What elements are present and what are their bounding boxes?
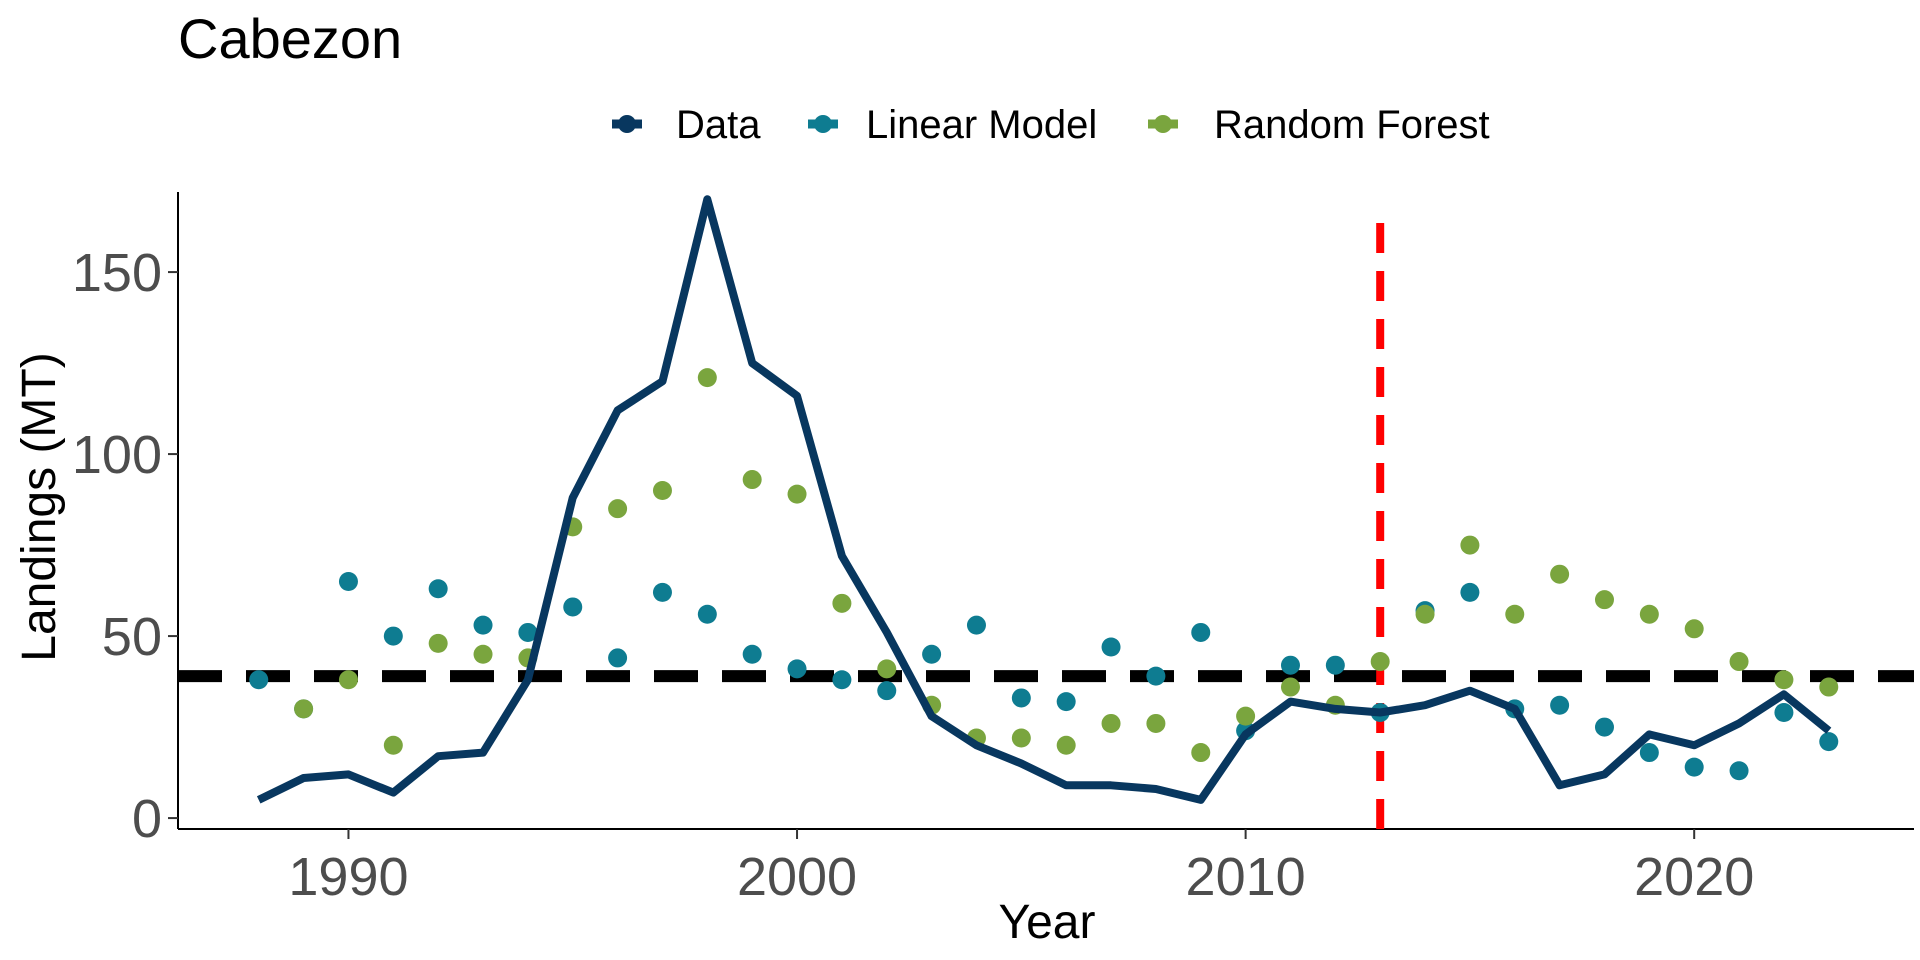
linear-model-point: [877, 681, 897, 701]
chart-title: Cabezon: [178, 7, 402, 70]
random-forest-point: [1101, 713, 1121, 733]
legend-item-data: Data: [612, 103, 761, 147]
random-forest-point: [697, 368, 717, 388]
random-forest-point: [1684, 619, 1704, 639]
random-forest-point: [1236, 706, 1256, 726]
random-forest-point: [1594, 590, 1614, 610]
x-tick-label-2020: 2020: [1634, 847, 1754, 907]
random-forest-point: [1639, 604, 1659, 624]
legend: Data Linear Model Random Forest: [612, 103, 1490, 147]
legend-label-random-forest: Random Forest: [1214, 103, 1490, 147]
random-forest-point: [1505, 604, 1525, 624]
random-forest-point: [1460, 535, 1480, 555]
random-forest-point: [1819, 677, 1839, 697]
x-tick-label-2000: 2000: [737, 847, 857, 907]
linear-model-point: [1639, 743, 1659, 763]
random-forest-point: [1280, 677, 1300, 697]
x-axis-title: Year: [999, 896, 1096, 949]
legend-marker-random-forest: [1154, 115, 1172, 133]
linear-model-point: [1729, 761, 1749, 781]
random-forest-point: [1370, 652, 1390, 672]
legend-label-linear-model: Linear Model: [866, 103, 1097, 147]
random-forest-point: [473, 644, 493, 664]
linear-model-point: [473, 615, 493, 635]
legend-item-linear-model: Linear Model: [808, 103, 1097, 147]
random-forest-point: [787, 484, 807, 504]
legend-item-random-forest: Random Forest: [1148, 103, 1490, 147]
y-tick-label-150: 150: [72, 243, 162, 303]
linear-model-point: [1774, 703, 1794, 723]
linear-model-point: [787, 659, 807, 679]
linear-model-point: [652, 582, 672, 602]
linear-model-point: [1325, 655, 1345, 675]
legend-marker-linear-model: [814, 115, 832, 133]
random-forest-point: [608, 499, 628, 519]
linear-model-point: [518, 622, 538, 642]
x-tick-label-2010: 2010: [1186, 847, 1306, 907]
linear-model-point: [1011, 688, 1031, 708]
random-forest-point: [832, 593, 852, 613]
random-forest-point: [1550, 564, 1570, 584]
linear-model-point: [1191, 622, 1211, 642]
linear-model-point: [608, 648, 628, 668]
y-tick-label-50: 50: [102, 607, 162, 667]
x-tick-label-1990: 1990: [288, 847, 408, 907]
random-forest-point: [338, 670, 358, 690]
linear-model-point: [1280, 655, 1300, 675]
random-forest-point: [1774, 670, 1794, 690]
linear-model-point: [1684, 757, 1704, 777]
linear-model-point: [428, 579, 448, 599]
random-forest-point: [383, 735, 403, 755]
random-forest-point: [1011, 728, 1031, 748]
random-forest-point: [877, 659, 897, 679]
linear-model-point: [338, 571, 358, 591]
linear-model-point: [1460, 582, 1480, 602]
y-tick-label-0: 0: [132, 789, 162, 849]
plot-area: 0 50 100 150 1990 2000 2010 2020: [72, 192, 1914, 907]
random-forest-point: [1146, 713, 1166, 733]
random-forest-point: [742, 470, 762, 490]
linear-model-point: [563, 597, 583, 617]
linear-model-point: [742, 644, 762, 664]
linear-model-point: [249, 670, 269, 690]
linear-model-point: [1101, 637, 1121, 657]
legend-label-data: Data: [676, 103, 761, 147]
linear-model-point: [1146, 666, 1166, 686]
linear-model-point: [966, 615, 986, 635]
random-forest-point: [1415, 604, 1435, 624]
linear-model-point: [1056, 692, 1076, 712]
linear-model-point: [922, 644, 942, 664]
linear-model-point: [1550, 695, 1570, 715]
linear-model-point: [383, 626, 403, 646]
legend-marker-data: [618, 115, 636, 133]
linear-model-point: [832, 670, 852, 690]
random-forest-point: [294, 699, 314, 719]
y-tick-label-100: 100: [72, 425, 162, 485]
linear-model-point: [1594, 717, 1614, 737]
random-forest-point: [1056, 735, 1076, 755]
data-line: [256, 195, 1832, 804]
random-forest-point: [652, 480, 672, 500]
random-forest-point: [1191, 743, 1211, 763]
random-forest-point: [428, 633, 448, 653]
linear-model-point: [697, 604, 717, 624]
random-forest-point: [1729, 652, 1749, 672]
linear-model-point: [1819, 732, 1839, 752]
y-axis-title: Landings (MT): [13, 352, 66, 661]
